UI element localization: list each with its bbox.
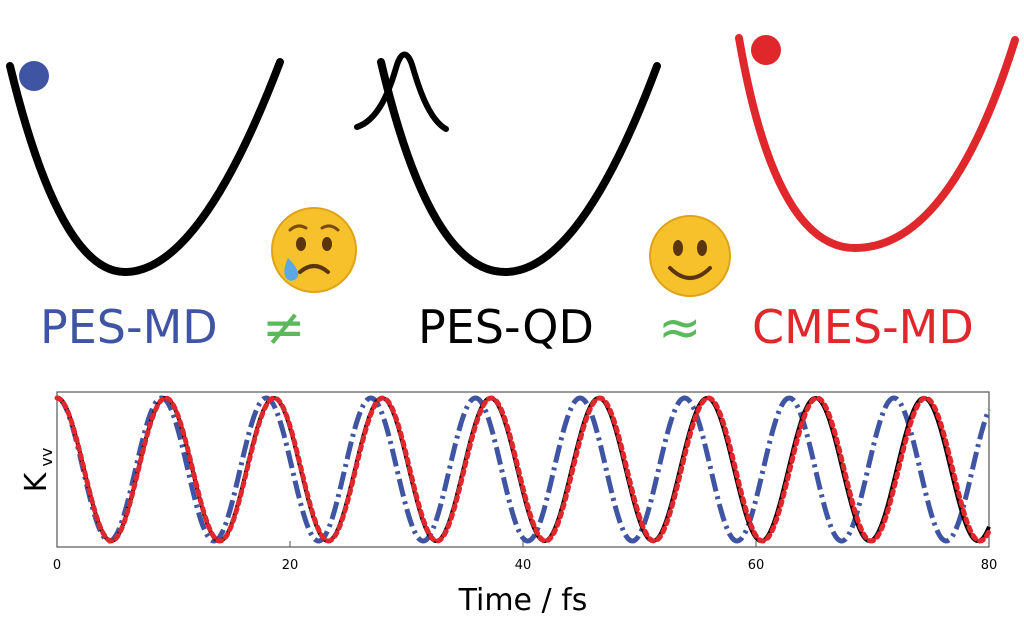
x-axis-label: Time / fs	[458, 583, 588, 618]
tick-layer: 0 20 40 60 80	[53, 541, 997, 573]
y-axis-label: Kvv	[19, 448, 56, 493]
series-layer	[54, 395, 992, 544]
cmes-md-particle	[751, 35, 781, 65]
y-axis-label-sub: vv	[37, 448, 56, 467]
pes-qd-potential-curve	[377, 58, 661, 277]
cmes-md-potential-curve	[735, 34, 1019, 253]
cmes-md-label: CMES-MD	[752, 300, 974, 354]
pes-qd-wavepacket	[354, 51, 449, 132]
x-tick-label: 60	[748, 558, 765, 573]
cmes-md-diagram	[735, 34, 1019, 253]
pes-md-potential-curve	[6, 58, 284, 277]
x-tick-label: 80	[981, 558, 998, 573]
x-tick-label: 40	[515, 558, 532, 573]
x-tick-label: 20	[282, 558, 299, 573]
series-line-solid	[56, 395, 991, 543]
series-line-dotted	[54, 395, 992, 544]
not-equal-symbol: ≠	[262, 298, 306, 358]
pes-md-diagram	[6, 58, 284, 277]
kvv-chart: 0 20 40 60 80 Time / fs Kvv	[19, 391, 997, 618]
pes-qd-diagram	[354, 51, 661, 277]
pes-qd-label: PES-QD	[418, 300, 594, 354]
crying-face-icon	[271, 207, 357, 293]
smiling-face-icon	[649, 215, 731, 297]
plot-frame	[56, 391, 990, 548]
pes-md-label: PES-MD	[40, 300, 218, 354]
approx-symbol: ≈	[658, 298, 702, 358]
y-axis-label-main: K	[19, 471, 54, 492]
series-line-dash-dot	[56, 395, 992, 544]
x-tick-label: 0	[53, 558, 61, 573]
pes-md-classical-particle	[19, 61, 49, 91]
